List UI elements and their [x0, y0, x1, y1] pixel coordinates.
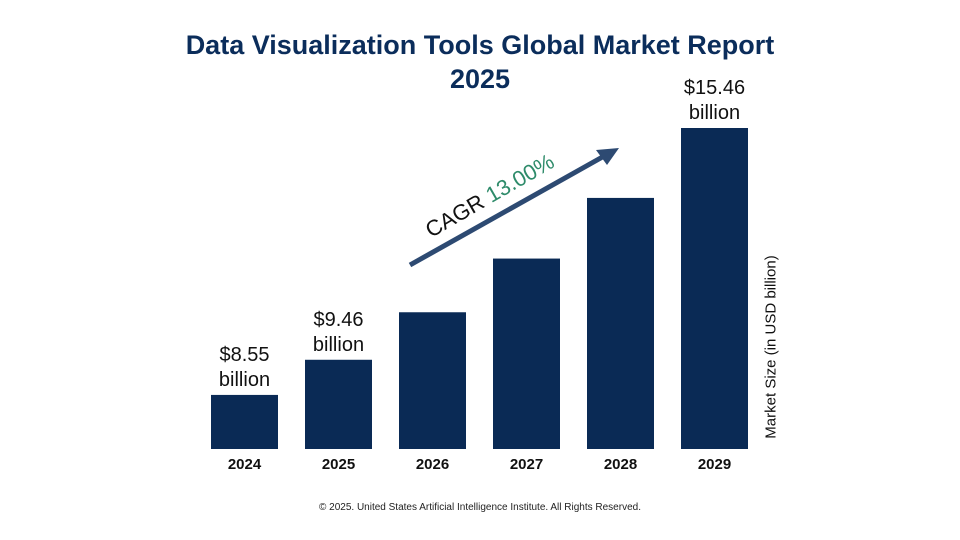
cagr-arrow-line	[408, 152, 608, 268]
data-label-2025-0: $9.46	[313, 309, 363, 331]
copyright-footer: © 2025. United States Artificial Intelli…	[319, 502, 641, 513]
data-label-2029-1: billion	[689, 102, 740, 124]
chart-title: Data Visualization Tools Global Market R…	[185, 30, 775, 94]
bar-2024	[211, 394, 278, 449]
x-tick-2029: 2029	[698, 456, 731, 473]
x-tick-2027: 2027	[510, 456, 543, 473]
data-label-2029-0: $15.46	[684, 77, 745, 99]
bar-2026	[399, 312, 466, 449]
cagr-arrow-head	[596, 148, 619, 165]
x-tick-2025: 2025	[322, 456, 355, 473]
x-tick-2024: 2024	[228, 456, 262, 473]
x-tick-2028: 2028	[604, 456, 637, 473]
x-tick-2026: 2026	[416, 456, 449, 473]
bar-2029	[681, 128, 748, 449]
data-label-2024-1: billion	[219, 369, 270, 391]
bar-2028	[587, 197, 654, 449]
data-label-2025-1: billion	[313, 334, 364, 356]
bar-2027	[493, 258, 560, 449]
data-label-2024-0: $8.55	[219, 344, 269, 366]
y-axis-label: Market Size (in USD billion)	[762, 255, 780, 439]
bar-2025	[305, 359, 372, 449]
